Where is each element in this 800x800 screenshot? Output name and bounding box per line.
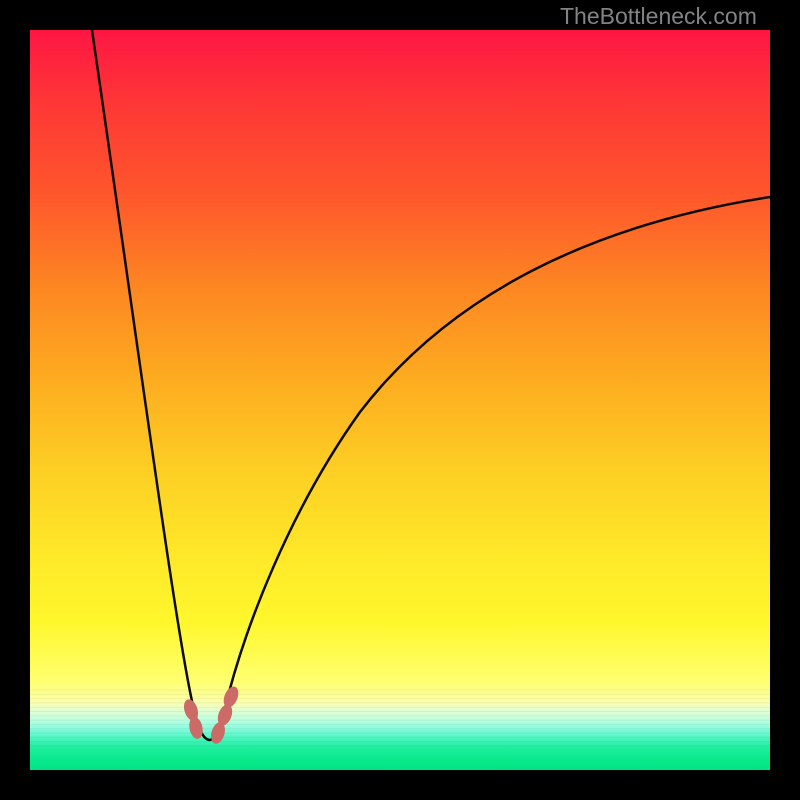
plot-area [30,30,770,770]
bottleneck-curve [92,30,770,740]
watermark-text: TheBottleneck.com [560,3,757,30]
plot-svg [30,30,770,770]
